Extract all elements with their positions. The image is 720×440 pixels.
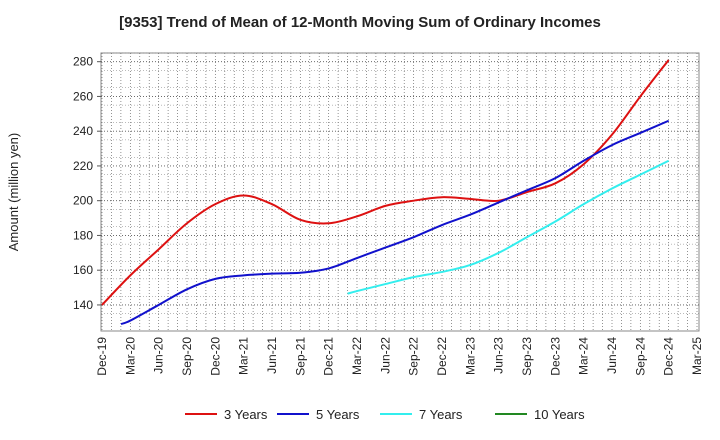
y-tick-label: 280 <box>73 55 93 69</box>
y-tick-label: 220 <box>73 159 93 173</box>
x-tick-label: Sep-22 <box>407 337 421 376</box>
x-tick-label: Jun-24 <box>605 337 619 374</box>
x-tick-label: Sep-20 <box>180 337 194 376</box>
x-tick-label: Mar-23 <box>463 337 477 375</box>
y-tick-label: 140 <box>73 298 93 312</box>
legend-label: 5 Years <box>316 407 360 422</box>
x-tick-label: Jun-21 <box>265 337 279 374</box>
legend-item-10-years: 10 Years <box>495 407 585 422</box>
y-tick-label: 180 <box>73 228 93 242</box>
x-tick-label: Dec-21 <box>322 337 336 376</box>
legend-item-5-years: 5 Years <box>277 407 360 422</box>
x-tick-label: Jun-20 <box>152 337 166 374</box>
x-tick-label: Sep-24 <box>633 337 647 376</box>
legend-item-7-years: 7 Years <box>380 407 463 422</box>
x-tick-label: Mar-25 <box>690 337 704 375</box>
grid-lines <box>101 52 699 331</box>
series-line-7-years <box>347 159 670 295</box>
x-tick-label: Mar-22 <box>350 337 364 375</box>
legend-item-3-years: 3 Years <box>185 407 268 422</box>
series-line-5-years <box>120 119 670 326</box>
x-tick-label: Sep-23 <box>520 337 534 376</box>
x-tick-label: Dec-20 <box>208 337 222 376</box>
x-tick-label: Dec-23 <box>548 337 562 376</box>
y-tick-label: 200 <box>73 194 93 208</box>
x-tick-label: Jun-22 <box>378 337 392 374</box>
y-tick-label: 240 <box>73 124 93 138</box>
y-tick-label: 260 <box>73 89 93 103</box>
x-tick-label: Dec-22 <box>435 337 449 376</box>
legend-label: 3 Years <box>224 407 268 422</box>
y-tick-label: 160 <box>73 263 93 277</box>
x-tick-label: Sep-21 <box>293 337 307 376</box>
y-axis-label: Amount (million yen) <box>6 133 21 252</box>
x-tick-label: Jun-23 <box>492 337 506 374</box>
x-tick-label: Mar-24 <box>577 337 591 375</box>
legend-label: 10 Years <box>534 407 585 422</box>
plot-area-frame <box>100 52 700 332</box>
series-layer <box>101 59 670 326</box>
x-tick-labels: Dec-19 Mar-20 Jun-20 Sep-20 Dec-20 Mar-21 Jun-… <box>95 337 704 376</box>
x-tick-label: Mar-21 <box>237 337 251 375</box>
y-tick-labels: 140 160 180 200 220 240 260 280 <box>73 55 101 312</box>
x-tick-label: Dec-24 <box>662 337 676 376</box>
legend-label: 7 Years <box>419 407 463 422</box>
series-line-3-years <box>101 59 670 306</box>
chart-title: [9353] Trend of Mean of 12-Month Moving … <box>119 14 601 31</box>
x-tick-label: Dec-19 <box>95 337 109 376</box>
legend: 3 Years 5 Years 7 Years 10 Years <box>185 407 585 422</box>
x-tick-label: Mar-20 <box>123 337 137 375</box>
